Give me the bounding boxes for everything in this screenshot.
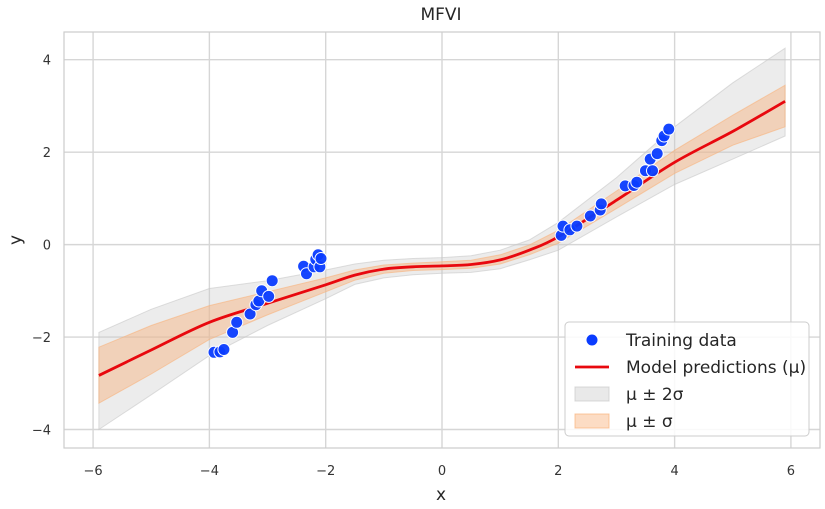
chart-title: MFVI: [420, 5, 461, 25]
legend: Training data Model predictions (μ) μ ± 2σ…: [564, 321, 810, 437]
uncertainty-bands: [98, 47, 786, 431]
training-point: [262, 289, 276, 303]
training-point: [630, 175, 644, 189]
two-sigma-band: [98, 47, 786, 431]
y-tick-label: 0: [43, 239, 51, 254]
legend-label: μ ± 2σ: [626, 385, 684, 405]
x-tick-label: −6: [83, 464, 102, 479]
plot-frame: [63, 31, 821, 449]
x-tick-label: 4: [670, 464, 678, 479]
training-point: [243, 307, 257, 321]
tick-labels: −6 −4 −2 0 2 4 6 −4 −2 0 2 4: [32, 54, 795, 479]
y-axis-label: y: [6, 235, 26, 245]
training-point: [650, 147, 664, 161]
x-tick-label: 6: [787, 464, 795, 479]
training-point: [314, 252, 328, 265]
training-point: [583, 209, 597, 223]
training-point: [594, 197, 608, 211]
legend-marker-patch: [574, 413, 610, 429]
training-points: [207, 122, 676, 359]
x-tick-label: 2: [554, 464, 562, 479]
y-tick-label: 2: [43, 146, 51, 161]
x-tick-label: 0: [438, 464, 446, 479]
legend-label: μ ± σ: [626, 412, 673, 432]
training-point: [646, 164, 659, 178]
legend-label: Model predictions (μ): [626, 358, 806, 378]
training-point: [230, 315, 244, 329]
x-tick-label: −2: [316, 464, 335, 479]
y-tick-label: 4: [43, 54, 51, 69]
legend-label: Training data: [625, 331, 737, 351]
legend-box: [564, 321, 810, 437]
one-sigma-band: [98, 84, 786, 405]
training-point: [217, 343, 231, 356]
legend-marker-dot: [585, 333, 599, 347]
x-axis-label: x: [436, 485, 446, 505]
legend-marker-patch: [574, 386, 610, 402]
x-tick-label: −4: [200, 464, 219, 479]
training-point: [662, 122, 676, 136]
y-tick-label: −2: [32, 331, 51, 346]
y-tick-label: −4: [32, 424, 51, 439]
training-point: [265, 274, 279, 288]
training-point: [570, 219, 584, 233]
